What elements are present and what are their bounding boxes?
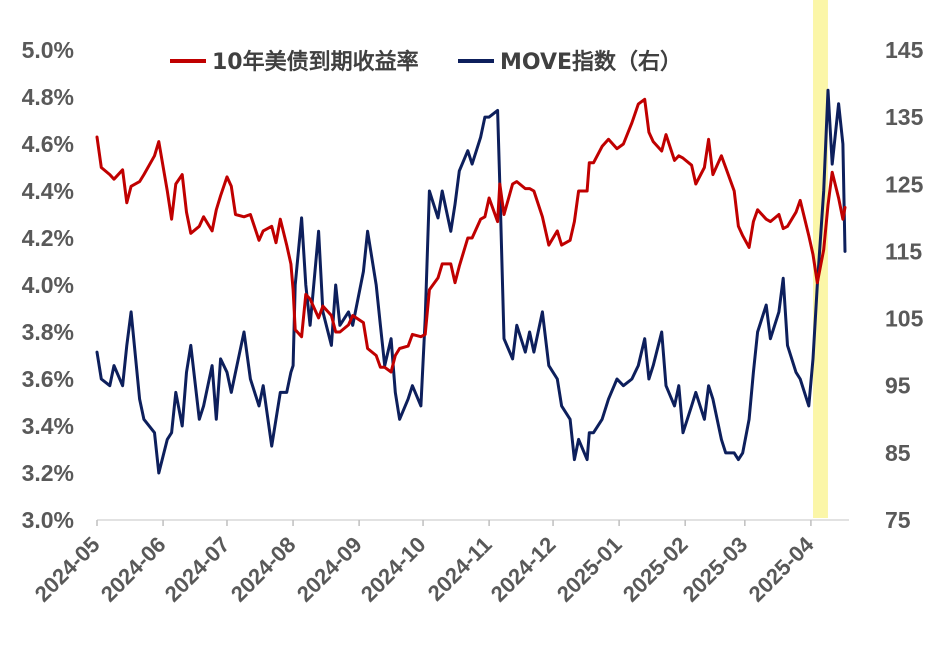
legend-label-move: MOVE指数（右） <box>500 49 682 75</box>
y-right-tick-label: 105 <box>885 306 924 332</box>
x-tick-label: 2025-03 <box>678 532 753 607</box>
legend: 10年美债到期收益率 MOVE指数（右） <box>170 49 682 75</box>
y-right-tick-label: 135 <box>885 104 924 130</box>
y-left-tick-label: 3.4% <box>22 413 74 439</box>
y-left-tick-label: 3.8% <box>22 319 74 345</box>
y-left-tick-label: 4.8% <box>22 84 74 110</box>
series-line-yield <box>95 97 847 374</box>
y-left-tick-label: 3.2% <box>22 460 74 486</box>
x-tick-label: 2025-02 <box>618 532 693 607</box>
series-group <box>95 88 847 475</box>
x-tick-label: 2024-05 <box>30 532 105 607</box>
x-axis-labels: 2024-052024-062024-072024-082024-092024-… <box>30 531 819 606</box>
y-right-tick-label: 95 <box>885 373 911 399</box>
y-left-tick-label: 4.6% <box>22 131 74 157</box>
x-tick-label: 2025-04 <box>744 531 819 606</box>
y-axis-right-labels: 75 85 95 105 115 125 135 145 <box>885 37 924 533</box>
y-left-tick-label: 3.0% <box>22 507 74 533</box>
series-line-move <box>95 88 847 475</box>
y-right-tick-label: 75 <box>885 507 911 533</box>
x-tick-label: 2024-10 <box>356 532 431 607</box>
x-tick-label: 2024-09 <box>292 532 367 607</box>
y-left-tick-label: 3.6% <box>22 366 74 392</box>
x-tick-label: 2025-01 <box>552 532 627 607</box>
y-axis-left-labels: 3.0% 3.2% 3.4% 3.6% 3.8% 4.0% 4.2% 4.4% 4.6% 4.8%… <box>22 37 74 533</box>
x-tick-label: 2024-11 <box>423 532 497 606</box>
y-right-tick-label: 125 <box>885 171 924 197</box>
y-left-tick-label: 5.0% <box>22 37 74 63</box>
y-left-tick-label: 4.4% <box>22 178 74 204</box>
x-axis-ticks <box>96 520 812 526</box>
y-right-tick-label: 85 <box>885 440 911 466</box>
y-left-tick-label: 4.2% <box>22 225 74 251</box>
legend-label-yield: 10年美债到期收益率 <box>212 49 419 75</box>
y-right-tick-label: 145 <box>885 37 924 63</box>
x-tick-label: 2024-07 <box>160 532 235 607</box>
y-left-tick-label: 4.0% <box>22 272 74 298</box>
x-tick-label: 2024-06 <box>96 532 171 607</box>
x-tick-label: 2024-08 <box>226 532 301 607</box>
y-right-tick-label: 115 <box>885 238 922 264</box>
x-tick-label: 2024-12 <box>486 532 561 607</box>
